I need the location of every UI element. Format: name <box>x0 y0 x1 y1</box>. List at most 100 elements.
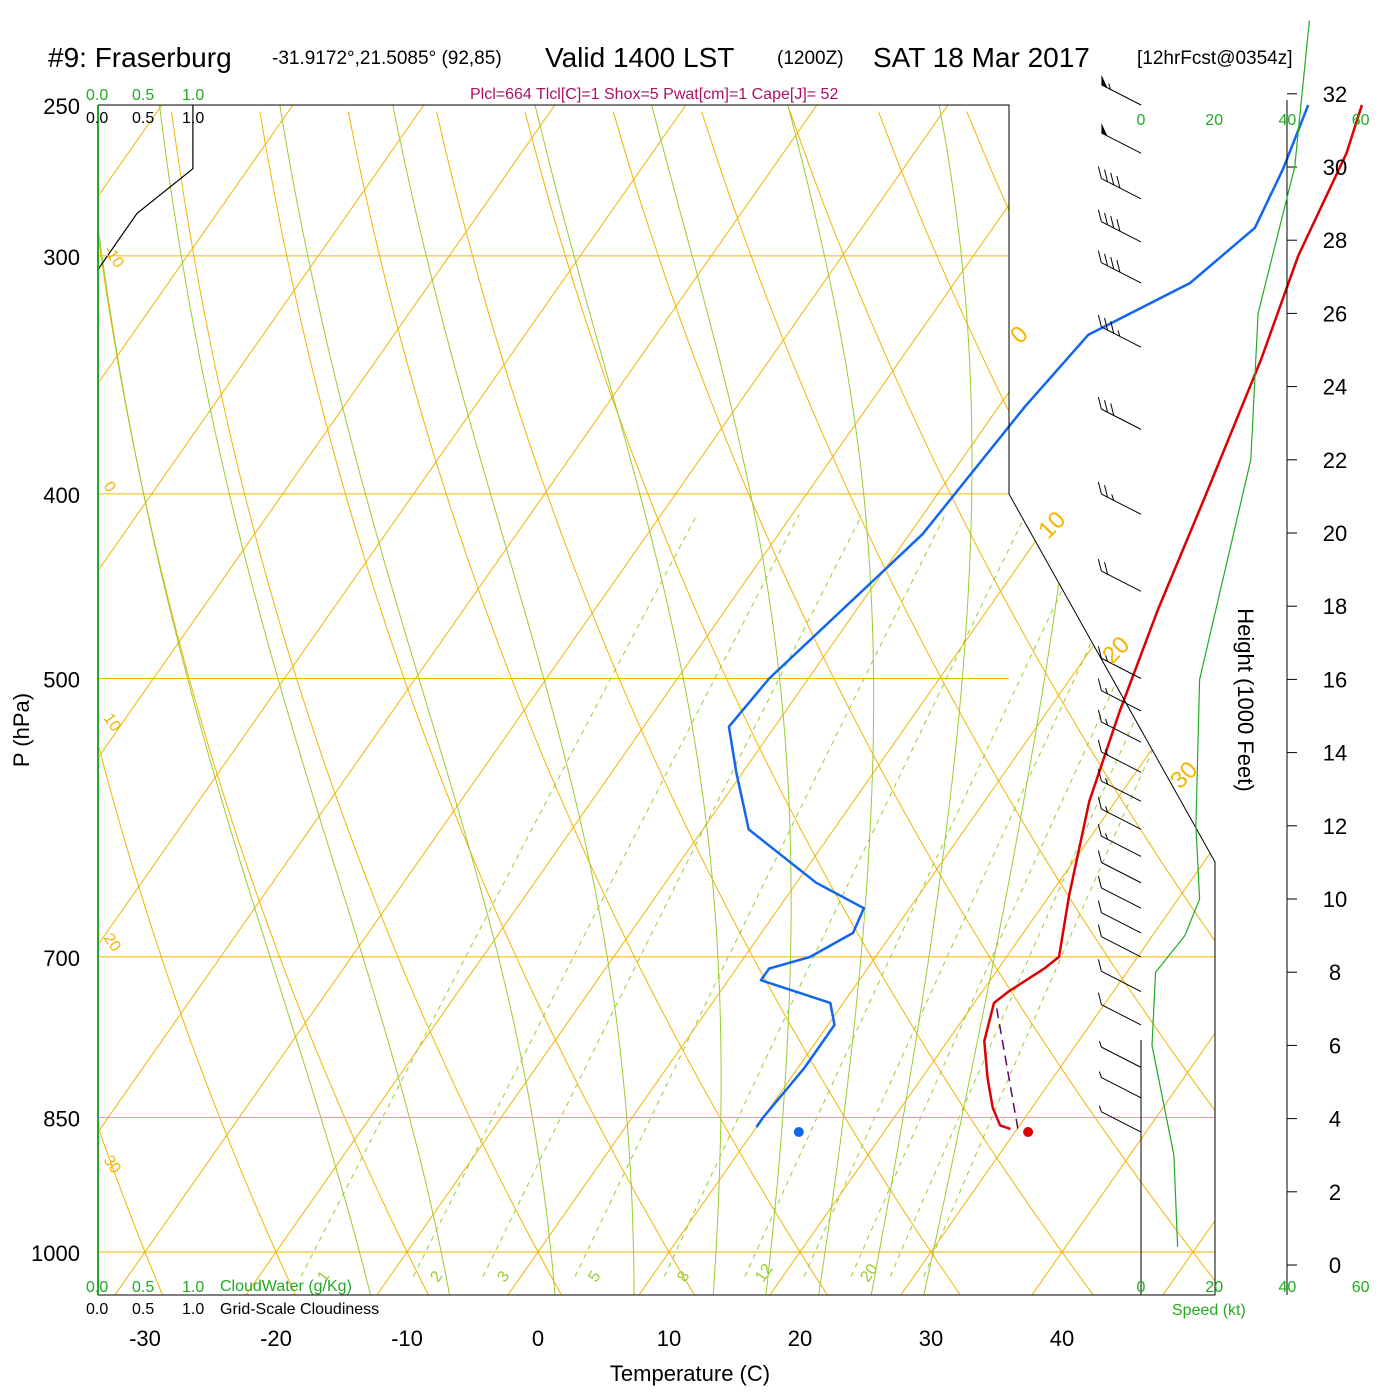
mixing-ratio-line <box>574 514 946 1277</box>
barb-flag <box>1104 562 1109 575</box>
isotherm-label-left: 10 <box>100 711 124 735</box>
wind-barb <box>1097 558 1142 592</box>
barb-staff <box>1101 751 1142 773</box>
isotherm-line <box>98 105 425 1295</box>
pressure-tick-850: 850 <box>43 1107 80 1132</box>
barb-staff <box>1101 1077 1142 1099</box>
dry-adiabat <box>701 111 1215 1295</box>
cloudiness-tick-bottom-1: 0.5 <box>132 1301 154 1318</box>
barb-staff <box>1101 493 1142 515</box>
dewpoint-line <box>727 104 1310 1128</box>
height-tick-label: 4 <box>1329 1107 1341 1132</box>
barb-pennant <box>1101 74 1108 88</box>
barb-half-flag <box>1105 806 1109 813</box>
plot-frame <box>97 104 1216 1296</box>
grid-clip <box>98 105 1400 1302</box>
mixing-ratio-line <box>923 514 1215 1277</box>
cloudiness-tick-top-1: 0.5 <box>132 110 154 127</box>
cloudwater-tick-top-0: 0.0 <box>86 87 108 104</box>
mixing-ratio-line <box>412 514 800 1277</box>
barb-flag <box>1110 215 1115 229</box>
barb-flag <box>1097 900 1102 913</box>
moist-adiabat <box>98 105 373 1295</box>
wind-barb <box>1097 481 1142 515</box>
mixing-ratio-label: 8 <box>674 1268 693 1285</box>
parcel-path-line <box>995 1008 1020 1132</box>
barb-flag <box>1097 875 1102 889</box>
dry-adiabat <box>98 111 300 1295</box>
isotherm-line <box>240 105 1080 1295</box>
dry-adiabat <box>436 111 966 1295</box>
isotherm-line <box>1026 105 1215 1295</box>
barb-flag <box>1097 924 1102 937</box>
height-tick-label: 6 <box>1329 1033 1341 1058</box>
speed-tick-top: 40 <box>1279 112 1297 129</box>
barb-flag <box>1097 250 1102 263</box>
barb-flag <box>1116 260 1121 273</box>
isotherm-line <box>1289 105 1400 1302</box>
speed-line <box>1151 20 1310 1247</box>
pressure-tick-400: 400 <box>43 483 80 508</box>
barb-flag <box>1097 850 1102 863</box>
barb-staff <box>1101 835 1142 857</box>
wind-barb <box>1097 209 1142 243</box>
dry-adiabat <box>524 111 1099 1295</box>
barb-half-flag <box>1105 749 1109 756</box>
wind-barb <box>1098 1071 1142 1099</box>
moist-adiabat <box>157 105 452 1295</box>
height-tick-label: 32 <box>1323 82 1347 107</box>
barb-staff <box>1101 862 1142 884</box>
height-tick-label: 20 <box>1323 521 1347 546</box>
barb-staff <box>1101 178 1142 200</box>
isotherm-label-left: 20 <box>100 931 124 955</box>
valid-time: Valid 1400 LST <box>545 42 734 73</box>
speed-tick-top: 60 <box>1352 112 1370 129</box>
speed-axis-label: Speed (kt) <box>1172 1302 1246 1319</box>
height-tick-label: 8 <box>1329 960 1341 985</box>
temperature-tick--30: -30 <box>129 1326 161 1351</box>
cloudwater-tick-bottom-1: 0.5 <box>132 1279 154 1296</box>
dry-adiabat <box>612 111 1215 1295</box>
barb-flag <box>1097 709 1102 723</box>
mixing-ratio-label: 3 <box>494 1268 513 1285</box>
temperature-tick-40: 40 <box>1050 1326 1074 1351</box>
dry-adiabat <box>171 111 566 1295</box>
mixing-ratio-line <box>850 514 1194 1277</box>
speed-panel: 0246810121416182022242628303200202040406… <box>1137 20 1370 1296</box>
height-tick-label: 12 <box>1323 814 1347 839</box>
profile-lines <box>97 104 1364 1138</box>
cloudiness-tick-top-0: 0.0 <box>86 110 108 127</box>
temperature-tick--20: -20 <box>260 1326 292 1351</box>
barb-half-flag <box>1105 687 1109 695</box>
barb-staff <box>1101 84 1142 106</box>
barb-staff <box>1101 808 1142 830</box>
isotherm-line <box>895 105 1215 1295</box>
barb-flag <box>1110 172 1115 185</box>
wind-barb <box>1097 250 1142 284</box>
temperature-line <box>983 104 1364 1131</box>
wind-barb <box>1098 1105 1142 1133</box>
mixing-ratio-label: 2 <box>427 1268 446 1285</box>
speed-tick-top: 0 <box>1137 112 1146 129</box>
dry-adiabat <box>98 111 166 1295</box>
barb-flag <box>1097 166 1102 179</box>
height-tick-label: 22 <box>1323 448 1347 473</box>
temperature-tick-20: 20 <box>788 1326 812 1351</box>
pressure-tick-700: 700 <box>43 946 80 971</box>
barb-flag <box>1097 739 1102 753</box>
barb-flag <box>1097 678 1102 691</box>
wind-barb <box>1097 959 1142 993</box>
wind-barb <box>1097 646 1142 679</box>
height-tick-label: 28 <box>1323 228 1347 253</box>
wind-barb <box>1101 74 1142 106</box>
speed-tick-bottom: 20 <box>1205 1279 1223 1296</box>
barb-flag <box>1097 768 1102 782</box>
barb-staff <box>1101 690 1142 712</box>
temperature-axis-label: Temperature (C) <box>610 1361 770 1386</box>
dry-adiabat <box>1143 111 1215 1295</box>
isotherm-line <box>98 105 687 1295</box>
barb-staff <box>1101 887 1142 909</box>
barb-flag <box>1104 317 1109 331</box>
surface-temperature-dot <box>1023 1127 1034 1138</box>
